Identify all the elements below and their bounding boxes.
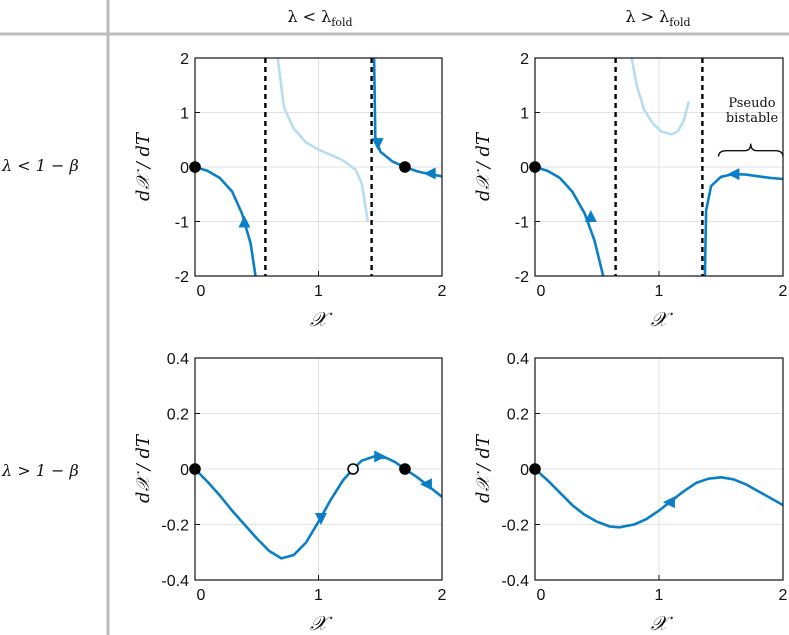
y-tick-label: 0.2 xyxy=(507,407,529,424)
y-tick-label: 2 xyxy=(520,51,529,68)
direction-arrow xyxy=(374,450,387,463)
y-axis-label: d𝒳 / dT xyxy=(133,131,154,201)
direction-arrow xyxy=(419,478,432,491)
panel-bottom-left: 0 1 2 0.4 0.2 0 -0.2 -0.4 𝒳d𝒳 / dT xyxy=(133,351,447,635)
y-tick-label: 0 xyxy=(520,462,529,479)
y-tick-label: 0 xyxy=(180,462,189,479)
stable-equilibrium-point xyxy=(399,161,411,173)
x-tick-label: 2 xyxy=(779,283,788,300)
y-axis-label: d𝒳 / dT xyxy=(473,131,494,201)
y-tick-label: -0.4 xyxy=(501,573,529,590)
x-tick-label: 1 xyxy=(314,283,323,300)
x-tick-label: 0 xyxy=(537,283,546,300)
x-tick-label: 0 xyxy=(197,283,206,300)
direction-arrow xyxy=(314,512,327,525)
series-line xyxy=(195,165,257,276)
y-tick-label: -0.2 xyxy=(161,518,189,535)
column-header-1: λ < λfold xyxy=(287,7,352,29)
annotation-line-1: Pseudo xyxy=(728,96,775,111)
column-header-2: λ > λfold xyxy=(625,7,690,29)
x-tick-label: 2 xyxy=(779,587,788,604)
plot-content xyxy=(535,58,783,276)
y-tick-label: -0.2 xyxy=(501,518,529,535)
y-tick-label: -2 xyxy=(175,269,189,286)
direction-arrow xyxy=(423,167,436,180)
direction-arrow xyxy=(238,215,251,228)
y-tick-label: 0.4 xyxy=(507,351,529,368)
series-line xyxy=(535,165,605,276)
annotation-brace xyxy=(717,143,784,157)
x-tick-label: 1 xyxy=(655,283,664,300)
y-tick-label: -0.4 xyxy=(161,573,189,590)
plot-content xyxy=(535,468,783,529)
y-axis-label: d𝒳 / dT xyxy=(133,433,154,503)
direction-arrow xyxy=(371,138,384,151)
plot-content xyxy=(195,450,442,560)
series-line-faint xyxy=(630,58,691,136)
x-axis-label: 𝒳 xyxy=(310,611,333,635)
y-tick-label: 2 xyxy=(180,51,189,68)
series-line-faint xyxy=(276,58,370,222)
x-tick-label: 2 xyxy=(438,283,447,300)
direction-arrow xyxy=(662,496,675,509)
annotation-line-2: bistable xyxy=(726,111,779,126)
panel-bottom-right: 0 1 2 0.4 0.2 0 -0.2 -0.4 𝒳d𝒳 / dT xyxy=(473,351,788,635)
y-tick-label: 0.4 xyxy=(167,351,189,368)
stable-equilibrium-point xyxy=(399,463,411,475)
y-axis-label: d𝒳 / dT xyxy=(473,433,494,503)
x-tick-label: 0 xyxy=(537,587,546,604)
y-tick-label: 0.2 xyxy=(167,407,189,424)
panel-top-left: 0 1 2 2 1 0 -1 -2 𝒳d𝒳 / dT xyxy=(133,51,447,331)
row-header-2: λ > 1 − β xyxy=(1,461,79,480)
series-line xyxy=(535,468,783,529)
y-tick-label: 1 xyxy=(520,106,529,123)
y-tick-label: -2 xyxy=(515,269,529,286)
x-axis-label: 𝒳 xyxy=(650,307,673,331)
x-axis-label: 𝒳 xyxy=(310,307,333,331)
x-tick-label: 1 xyxy=(314,587,323,604)
direction-arrow xyxy=(727,168,740,181)
y-tick-label: 1 xyxy=(180,106,189,123)
y-tick-label: -1 xyxy=(175,215,189,232)
unstable-equilibrium-point xyxy=(347,463,359,475)
direction-arrow xyxy=(584,210,597,223)
row-header-1: λ < 1 − β xyxy=(1,156,79,175)
y-tick-label: 0 xyxy=(520,160,529,177)
y-tick-label: 0 xyxy=(180,160,189,177)
x-axis-label: 𝒳 xyxy=(650,611,673,635)
x-tick-label: 2 xyxy=(438,587,447,604)
x-tick-label: 1 xyxy=(655,587,664,604)
x-tick-label: 0 xyxy=(197,587,206,604)
series-line xyxy=(195,455,442,560)
y-tick-label: -1 xyxy=(515,215,529,232)
plot-content xyxy=(195,58,442,276)
